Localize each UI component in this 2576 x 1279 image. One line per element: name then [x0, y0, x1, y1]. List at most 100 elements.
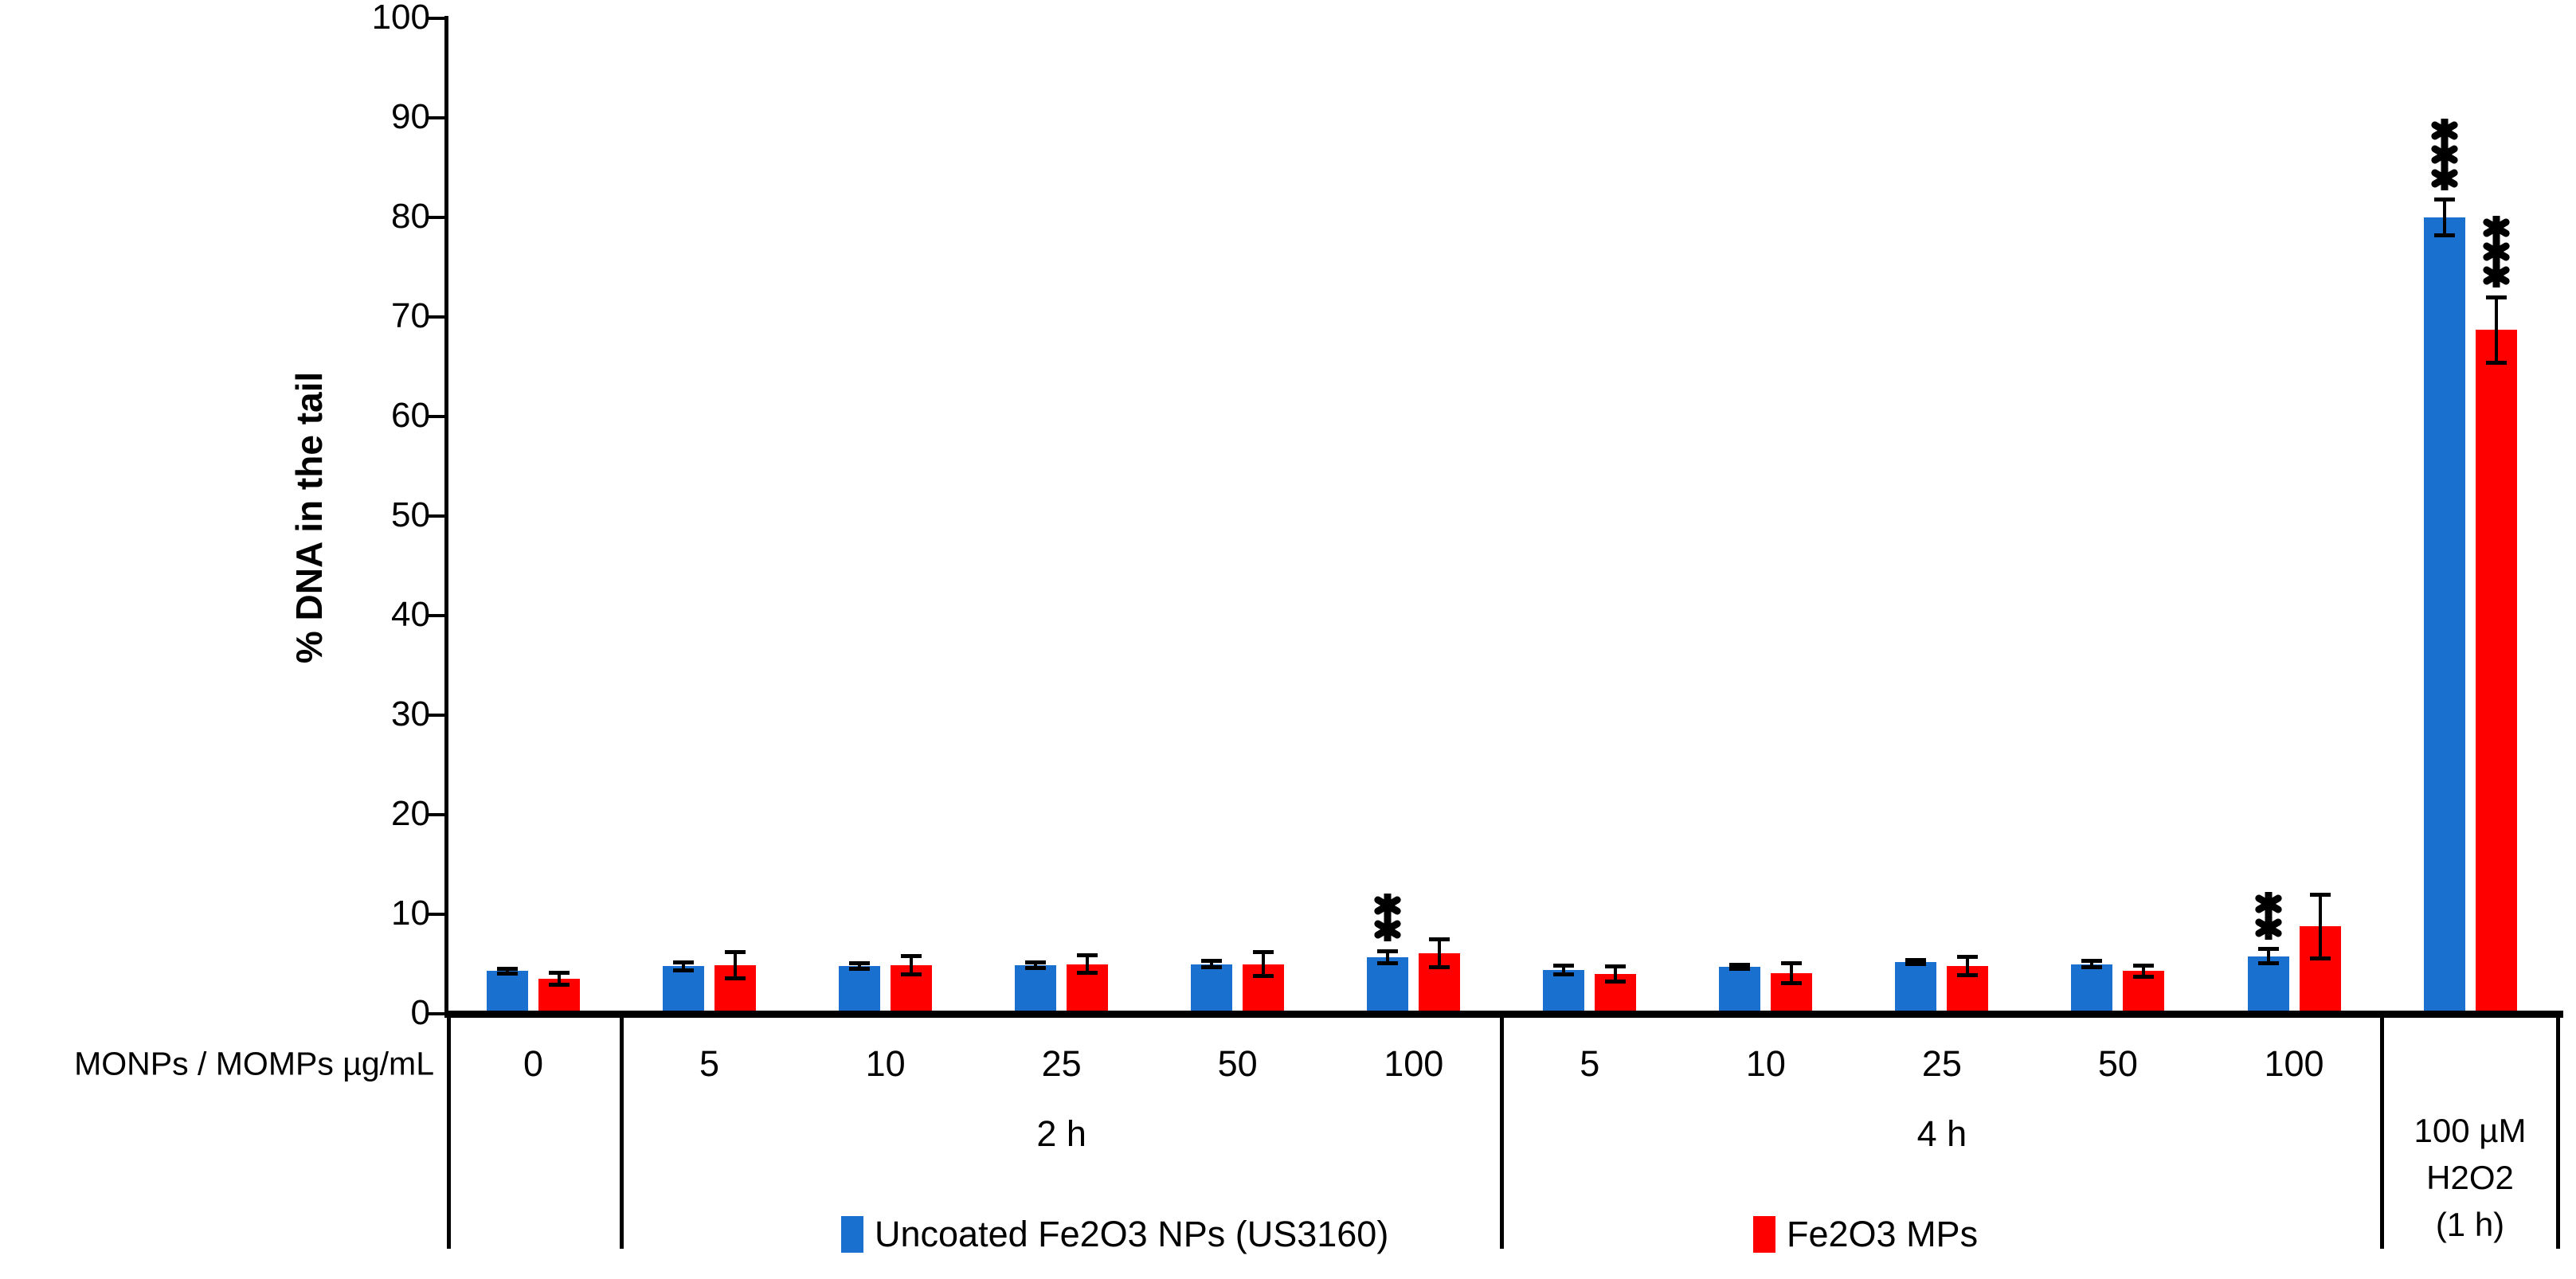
y-tick-label: 20: [391, 794, 430, 833]
error-bar-cap-top: [1905, 958, 1927, 962]
error-bar-line: [1966, 956, 1970, 976]
error-bar-cap-bottom: [1201, 965, 1223, 970]
error-bar-cap-bottom: [1729, 967, 1751, 972]
x-axis-caption: MONPs / MOMPs µg/mL: [74, 1045, 434, 1082]
error-bar-cap-top: [1553, 963, 1575, 968]
group-divider-line: [2556, 1014, 2561, 1249]
y-tick: [429, 514, 444, 518]
legend-item-nps: Uncoated Fe2O3 NPs (US3160): [841, 1214, 1388, 1255]
y-tick: [429, 913, 444, 916]
error-bar-line: [910, 956, 914, 974]
error-bar-line: [1790, 963, 1794, 984]
error-bar-cap-bottom: [2081, 964, 2103, 969]
significance-marker: [2250, 891, 2287, 940]
y-tick: [429, 1012, 444, 1015]
category-label: 100: [2264, 1043, 2324, 1084]
y-tick: [429, 415, 444, 418]
bar-blue: [1895, 962, 1937, 1014]
category-label: 5: [699, 1043, 720, 1084]
error-bar-line: [734, 952, 738, 978]
error-bar-cap-top: [1253, 950, 1274, 954]
y-tick: [429, 315, 444, 319]
group-label-h2o2-line3: (1 h): [2435, 1206, 2505, 1243]
x-axis-line: [444, 1010, 2563, 1018]
error-bar-cap-bottom: [497, 971, 518, 976]
error-bar-cap-top: [1201, 958, 1223, 963]
error-bar-cap-bottom: [2485, 361, 2507, 365]
group-label-h2o2-line2: H2O2: [2426, 1159, 2514, 1196]
error-bar-cap-top: [1605, 964, 1627, 969]
error-bar-cap-bottom: [2433, 233, 2455, 237]
error-bar-cap-bottom: [1377, 960, 1399, 965]
bar-blue: [1367, 956, 1409, 1014]
legend-item-mps: Fe2O3 MPs: [1753, 1214, 1978, 1255]
y-tick: [429, 17, 444, 20]
error-bar-cap-top: [1429, 937, 1450, 941]
error-bar-line: [2266, 948, 2270, 964]
category-label: 0: [523, 1043, 544, 1084]
error-bar-line: [1562, 965, 1566, 975]
y-tick: [429, 813, 444, 816]
group-label-h2o2-line1: 100 µM: [2414, 1112, 2527, 1149]
error-bar-cap-top: [1377, 948, 1399, 953]
significance-marker: [2478, 216, 2515, 287]
group-divider-line: [619, 1014, 624, 1249]
error-bar-cap-top: [2485, 295, 2507, 299]
asterisk-icon: [2482, 240, 2510, 264]
y-tick-label: 90: [391, 97, 430, 136]
error-bar-cap-bottom: [1077, 971, 1098, 976]
error-bar-cap-bottom: [1025, 966, 1047, 970]
bar-blue: [1719, 967, 1761, 1014]
error-bar-cap-top: [1957, 955, 1979, 960]
error-bar-cap-bottom: [1605, 979, 1627, 984]
error-bar-cap-top: [549, 971, 570, 976]
asterisk-icon: [1374, 894, 1401, 918]
error-bar-cap-bottom: [1253, 974, 1274, 978]
error-bar-line: [2090, 960, 2094, 968]
legend-label-nps: Uncoated Fe2O3 NPs (US3160): [875, 1214, 1389, 1254]
y-tick-label: 50: [391, 495, 430, 534]
y-tick: [429, 714, 444, 717]
significance-marker: [1369, 894, 1406, 942]
y-tick: [429, 216, 444, 219]
error-bar-cap-top: [1729, 963, 1751, 968]
asterisk-icon: [2254, 915, 2282, 940]
category-label: 25: [1041, 1043, 1082, 1084]
category-label: 10: [865, 1043, 906, 1084]
error-bar-line: [1386, 951, 1390, 964]
error-bar-cap-top: [2081, 959, 2103, 964]
bar-blue: [1543, 970, 1585, 1014]
asterisk-icon: [2254, 891, 2282, 916]
error-bar-line: [1438, 939, 1442, 968]
y-tick-label: 70: [391, 296, 430, 335]
category-label: 100: [1384, 1043, 1444, 1084]
error-bar-line: [2494, 297, 2498, 363]
y-tick: [429, 614, 444, 617]
significance-marker: [2426, 118, 2463, 190]
legend-swatch-blue: [841, 1216, 863, 1253]
error-bar-line: [1086, 955, 1090, 973]
bar-blue: [2247, 956, 2289, 1014]
category-label: 50: [2097, 1043, 2138, 1084]
y-tick-label: 100: [371, 0, 430, 37]
group-label: 2 h: [1036, 1113, 1086, 1154]
error-bar-cap-bottom: [673, 968, 695, 972]
asterisk-icon: [2482, 216, 2510, 240]
error-bar-cap-top: [2133, 963, 2155, 968]
error-bar-cap-bottom: [1553, 972, 1575, 977]
error-bar-cap-top: [725, 950, 746, 954]
error-bar-cap-top: [849, 960, 871, 965]
error-bar-cap-top: [901, 954, 922, 958]
error-bar-line: [1034, 962, 1038, 968]
y-tick: [429, 116, 444, 119]
error-bar-line: [2318, 894, 2322, 958]
error-bar-cap-bottom: [2257, 960, 2279, 965]
error-bar-line: [682, 962, 686, 970]
error-bar-cap-bottom: [549, 983, 570, 988]
asterisk-icon: [2430, 142, 2458, 166]
bar-blue: [1015, 964, 1057, 1014]
group-divider-line: [1499, 1014, 1504, 1249]
bar-blue: [839, 966, 881, 1014]
y-tick-label: 40: [391, 595, 430, 634]
error-bar-cap-bottom: [725, 976, 746, 980]
